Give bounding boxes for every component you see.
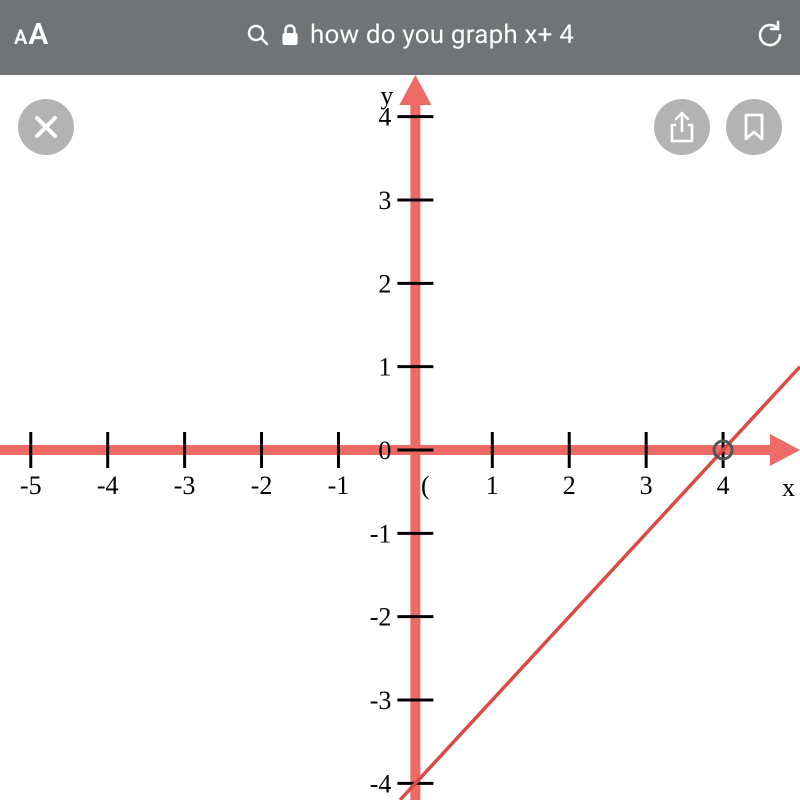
- lock-icon: [280, 23, 300, 47]
- svg-text:2: 2: [378, 269, 391, 298]
- svg-text:-3: -3: [174, 471, 196, 500]
- svg-text:3: 3: [378, 186, 391, 215]
- reader-small-a: A: [14, 25, 27, 49]
- reader-big-a: A: [28, 17, 48, 52]
- browser-toolbar: A A how do you graph x+ 4: [0, 0, 800, 75]
- close-button[interactable]: [18, 99, 74, 155]
- share-icon: [667, 110, 697, 144]
- svg-text:-2: -2: [251, 471, 273, 500]
- svg-text:-5: -5: [20, 471, 42, 500]
- linear-graph: -5-4-3-2-11234(-4-3-2-101234xy: [0, 75, 800, 800]
- svg-text:-2: -2: [370, 603, 392, 632]
- bookmark-button[interactable]: [726, 99, 782, 155]
- svg-text:1: 1: [378, 353, 391, 382]
- close-icon: [32, 113, 60, 141]
- svg-text:3: 3: [640, 471, 653, 500]
- svg-text:0: 0: [378, 436, 391, 465]
- content-area: -5-4-3-2-11234(-4-3-2-101234xy: [0, 75, 800, 800]
- reload-button[interactable]: [736, 19, 786, 51]
- svg-text:-1: -1: [370, 519, 392, 548]
- svg-text:1: 1: [486, 471, 499, 500]
- search-icon: [246, 23, 270, 47]
- svg-text:-4: -4: [97, 471, 119, 500]
- svg-text:y: y: [380, 81, 393, 110]
- svg-text:-1: -1: [328, 471, 350, 500]
- reload-icon: [754, 19, 786, 51]
- url-text: how do you graph x+ 4: [310, 20, 574, 50]
- svg-text:2: 2: [563, 471, 576, 500]
- svg-text:4: 4: [717, 471, 730, 500]
- svg-text:(: (: [421, 471, 430, 500]
- svg-text:-3: -3: [370, 686, 392, 715]
- svg-text:-4: -4: [370, 769, 392, 798]
- share-button[interactable]: [654, 99, 710, 155]
- url-bar[interactable]: how do you graph x+ 4: [84, 20, 736, 50]
- svg-text:x: x: [782, 473, 795, 502]
- reader-mode-button[interactable]: A A: [14, 17, 84, 52]
- bookmark-icon: [742, 112, 766, 142]
